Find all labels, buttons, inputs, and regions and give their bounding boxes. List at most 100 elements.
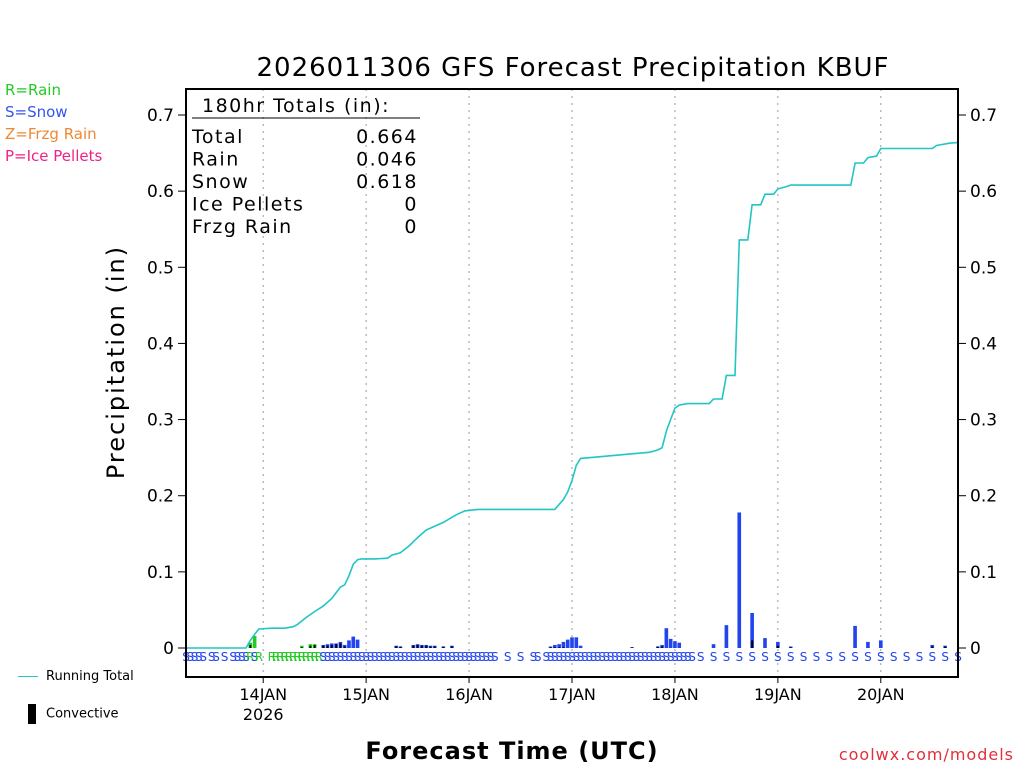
precip-type-mark: S <box>212 650 220 664</box>
convective-bar <box>249 644 252 648</box>
convective-bar <box>751 640 754 648</box>
y-tick-label-right: 0.3 <box>970 411 997 431</box>
convective-bar <box>425 645 428 648</box>
precip-type-mark: S <box>675 650 683 664</box>
precip-bar <box>347 640 351 648</box>
precip-type-mark: S <box>482 650 490 664</box>
precip-type-mark: S <box>624 650 632 664</box>
y-ticks-left: 0 0.1 0.2 0.3 0.4 0.5 0.6 0.7 <box>147 106 186 659</box>
precip-type-legend: R=Rain S=Snow Z=Frzg Rain P=Ice Pellets <box>5 79 102 167</box>
credit: coolwx.com/models <box>838 745 1014 764</box>
precip-type-mark: S <box>186 650 194 664</box>
precip-type-mark: S <box>542 650 550 664</box>
running-total-line <box>186 141 959 649</box>
y-axis-label: Precipitation (in) <box>102 245 130 479</box>
precip-bar <box>763 638 767 648</box>
precip-type-mark: S <box>684 650 692 664</box>
precip-type-mark: S <box>800 650 808 664</box>
precip-bar <box>351 636 356 648</box>
precip-type-mark: S <box>229 650 237 664</box>
y-tick-label-right: 0.7 <box>970 106 997 126</box>
precip-type-mark: S <box>564 650 572 664</box>
precip-type-mark: S <box>602 650 610 664</box>
precip-type-mark: S <box>444 650 452 664</box>
precip-type-mark: S <box>697 650 705 664</box>
legend-snow: S=Snow <box>5 103 68 121</box>
precip-type-mark: R <box>268 650 276 664</box>
precip-type-mark: R <box>293 650 301 664</box>
x-axis-label: Forecast Time (UTC) <box>365 737 658 765</box>
y-tick-label-right: 0.6 <box>970 182 997 202</box>
precip-bar <box>664 628 669 648</box>
precip-type-mark: S <box>864 650 872 664</box>
precip-type-mark: R <box>310 650 318 664</box>
x-tick-label: 20JAN <box>857 685 905 704</box>
precip-type-mark: S <box>723 650 731 664</box>
precip-type-mark: S <box>594 650 602 664</box>
precip-type-mark: S <box>379 650 387 664</box>
precip-type-mark: S <box>324 650 332 664</box>
y-tick-label-right: 0 <box>970 639 981 659</box>
precip-type-mark: S <box>405 650 413 664</box>
precip-type-mark: S <box>431 650 439 664</box>
y-tick-label-left: 0.3 <box>147 411 174 431</box>
precip-type-mark: S <box>654 650 662 664</box>
precip-bar <box>668 638 673 648</box>
convective-bar <box>313 644 316 648</box>
y-tick-label-right: 0.4 <box>970 334 997 354</box>
totals-row-label: Total <box>191 126 244 148</box>
running-total-series <box>186 141 959 649</box>
precip-type-mark: S <box>199 650 207 664</box>
x-tick-label: 15JAN <box>342 685 390 704</box>
x-tick-sublabel: 2026 <box>243 705 284 724</box>
precip-bar <box>561 641 566 648</box>
convective-bar <box>931 646 934 648</box>
precip-bar <box>878 640 883 648</box>
precip-type-mark: S <box>422 650 430 664</box>
precip-type-mark: S <box>392 650 400 664</box>
precip-type-mark: S <box>414 650 422 664</box>
chart-title: 2026011306 GFS Forecast Precipitation KB… <box>256 53 889 83</box>
precip-type-mark: S <box>774 650 782 664</box>
precip-bar <box>724 625 729 648</box>
precip-bar <box>557 644 561 648</box>
precip-type-mark: S <box>358 650 366 664</box>
precip-bar <box>570 637 574 648</box>
precip-type-mark: S <box>637 650 645 664</box>
totals-row-label: Rain <box>192 149 240 171</box>
precip-type-mark: S <box>238 650 246 664</box>
precip-type-mark: S <box>457 650 465 664</box>
legend-frzg-rain: Z=Frzg Rain <box>5 125 97 143</box>
convective-bar <box>656 646 659 648</box>
x-tick-label: 18JAN <box>651 685 699 704</box>
convective-bar <box>549 647 552 648</box>
precip-type-mark: S <box>748 650 756 664</box>
precip-type-mark: S <box>465 650 473 664</box>
precip-bar <box>711 644 716 648</box>
convective-bar <box>661 646 663 648</box>
precip-type-mark: S <box>418 650 426 664</box>
precip-type-mark: S <box>688 650 696 664</box>
legend-ice-pellets: P=Ice Pellets <box>5 147 103 165</box>
running-total-legend-label: Running Total <box>46 669 134 684</box>
precip-type-mark: S <box>388 650 396 664</box>
totals-row-label: Frzg Rain <box>192 216 293 238</box>
precip-bar <box>355 639 360 648</box>
precip-type-mark: S <box>337 650 345 664</box>
precip-type-mark: S <box>371 650 379 664</box>
precip-type-mark: S <box>349 650 357 664</box>
precip-bar <box>776 641 780 648</box>
precip-type-mark: S <box>397 650 405 664</box>
precip-type-mark: S <box>641 650 649 664</box>
precip-bar <box>677 642 682 648</box>
precip-type-mark: S <box>838 650 846 664</box>
precip-type-mark: S <box>813 650 821 664</box>
precip-type-mark: S <box>517 650 525 664</box>
totals-row-value: 0 <box>404 216 418 238</box>
convective-bar <box>553 647 556 648</box>
precip-type-mark: S <box>598 650 606 664</box>
totals-box: 180hr Totals (in): Total 0.664 Rain 0.046 Sn… <box>191 95 420 238</box>
precip-type-mark: S <box>234 650 242 664</box>
precip-type-mark: R <box>298 650 306 664</box>
